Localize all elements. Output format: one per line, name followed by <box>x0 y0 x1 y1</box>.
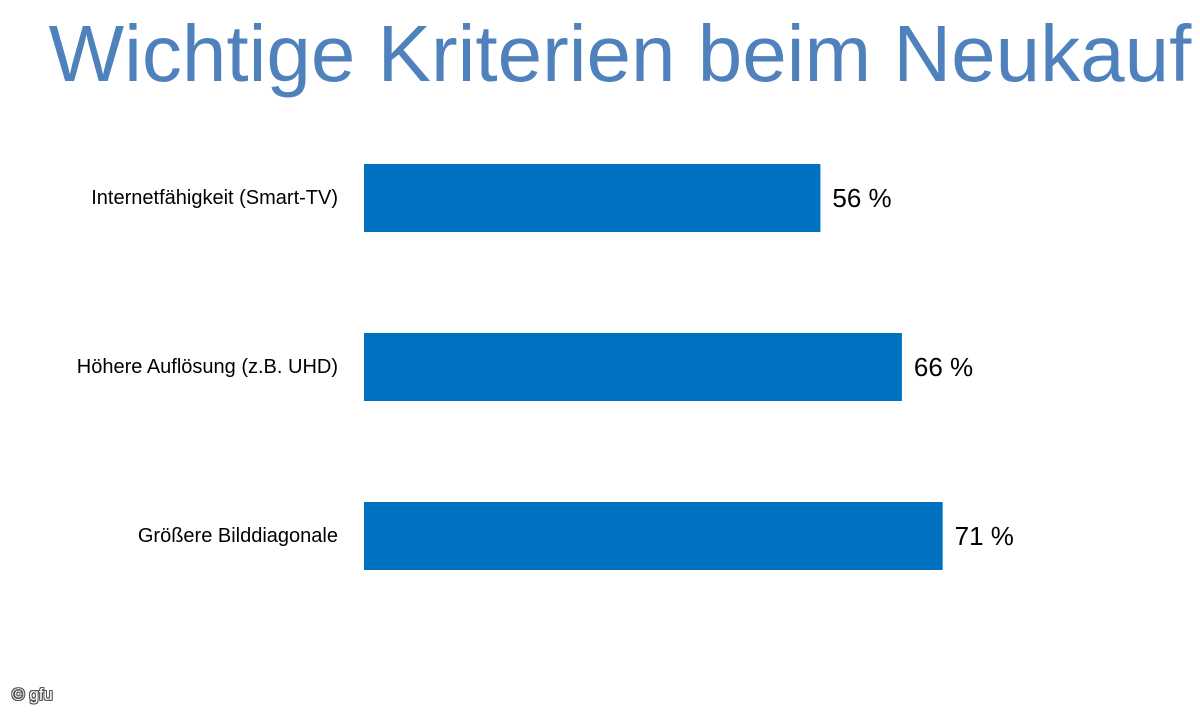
copyright-watermark: © gfu <box>12 685 53 704</box>
value-label-2: 71 % <box>955 521 1014 551</box>
bar-0 <box>364 164 821 232</box>
bar-1 <box>364 333 902 401</box>
value-label-1: 66 % <box>914 352 973 382</box>
chart-title: Wichtige Kriterien beim Neukauf <box>48 9 1192 98</box>
category-label-0: Internetfähigkeit (Smart-TV) <box>91 187 338 209</box>
value-label-0: 56 % <box>832 183 891 213</box>
category-label-2: Größere Bilddiagonale <box>138 525 338 547</box>
category-label-1: Höhere Auflösung (z.B. UHD) <box>77 356 338 378</box>
bar-2 <box>364 502 943 570</box>
